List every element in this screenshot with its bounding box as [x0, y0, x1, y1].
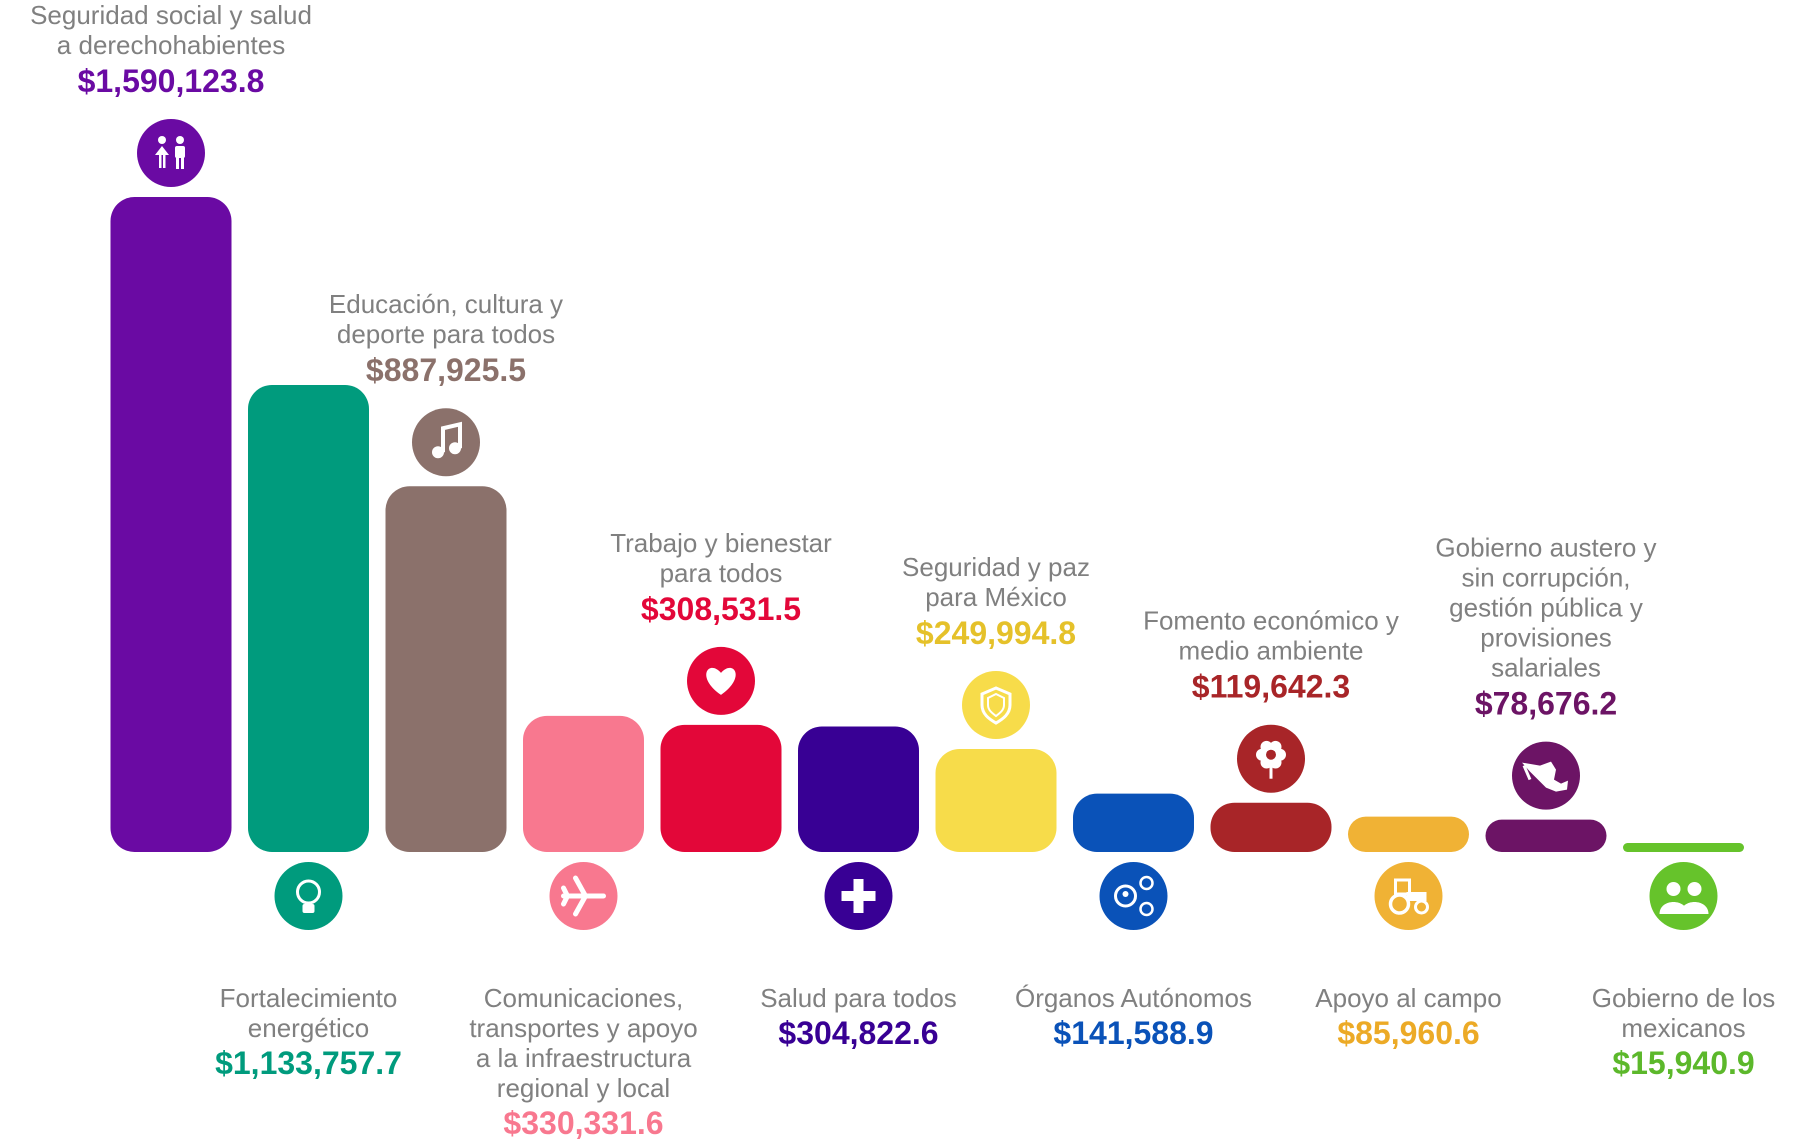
bar-people [110, 197, 232, 852]
flower-icon [1237, 724, 1305, 793]
value-label: $249,994.8 [916, 615, 1076, 651]
category-label: transportes y apoyo [469, 1013, 697, 1043]
value-label: $887,925.5 [366, 352, 526, 388]
category-label: mexicanos [1621, 1013, 1745, 1043]
category-label: Salud para todos [760, 983, 957, 1013]
category-label: Gobierno austero y [1435, 533, 1656, 563]
music-note-icon [412, 408, 480, 477]
category-label: medio ambiente [1179, 636, 1364, 666]
bar-music-note [385, 486, 507, 852]
category-label: Seguridad y paz [902, 552, 1090, 582]
category-label: energético [248, 1013, 369, 1043]
category-label: provisiones [1480, 623, 1612, 653]
value-label: $119,642.3 [1192, 669, 1350, 705]
lightbulb-icon [274, 862, 343, 930]
family-icon [1649, 862, 1718, 930]
category-label: para México [925, 582, 1067, 612]
people-icon [137, 119, 205, 187]
heart-icon [687, 646, 755, 715]
value-label: $15,940.9 [1612, 1045, 1754, 1081]
value-label: $1,133,757.7 [215, 1045, 402, 1081]
category-label: Fomento económico y [1143, 606, 1399, 636]
bar-people-network [1073, 793, 1194, 852]
category-label: Trabajo y bienestar [610, 528, 832, 558]
mexico-map-icon [1512, 741, 1580, 810]
category-label: Seguridad social y salud [30, 0, 312, 30]
category-label: deporte para todos [337, 319, 555, 349]
bar-airplane [523, 715, 644, 852]
bar-tractor [1348, 816, 1469, 852]
category-label: salariales [1491, 653, 1601, 683]
value-label: $78,676.2 [1475, 686, 1617, 722]
bars-layer [110, 197, 1744, 852]
category-label: gestión pública y [1449, 593, 1643, 623]
icons-layer [137, 119, 1718, 930]
bar-mexico-map [1485, 819, 1607, 852]
bar-heart [660, 724, 782, 852]
airplane-icon [549, 862, 618, 930]
value-label: $330,331.6 [503, 1105, 663, 1141]
category-label: regional y local [497, 1073, 670, 1103]
category-label: Apoyo al campo [1315, 983, 1501, 1013]
value-label: $304,822.6 [778, 1015, 938, 1051]
category-label: para todos [660, 558, 783, 588]
bar-shield [935, 749, 1057, 852]
bar-family [1623, 843, 1744, 852]
category-label: Educación, cultura y [329, 289, 563, 319]
bar-lightbulb [248, 384, 369, 852]
value-label: $85,960.6 [1337, 1015, 1479, 1051]
shield-icon [962, 671, 1030, 740]
tractor-icon [1374, 862, 1443, 930]
category-label: Órganos Autónomos [1015, 983, 1252, 1013]
value-label: $141,588.9 [1053, 1015, 1213, 1051]
cross-icon [824, 862, 893, 930]
category-label: Gobierno de los [1592, 983, 1776, 1013]
value-label: $1,590,123.8 [78, 63, 265, 99]
bar-cross [798, 726, 919, 852]
people-network-icon [1099, 862, 1168, 930]
category-label: a derechohabientes [57, 30, 285, 60]
category-label: Fortalecimiento [220, 983, 398, 1013]
bar-flower [1210, 802, 1332, 852]
category-label: Comunicaciones, [484, 983, 683, 1013]
value-label: $308,531.5 [641, 591, 801, 627]
category-label: a la infraestructura [476, 1043, 692, 1073]
category-label: sin corrupción, [1461, 563, 1630, 593]
